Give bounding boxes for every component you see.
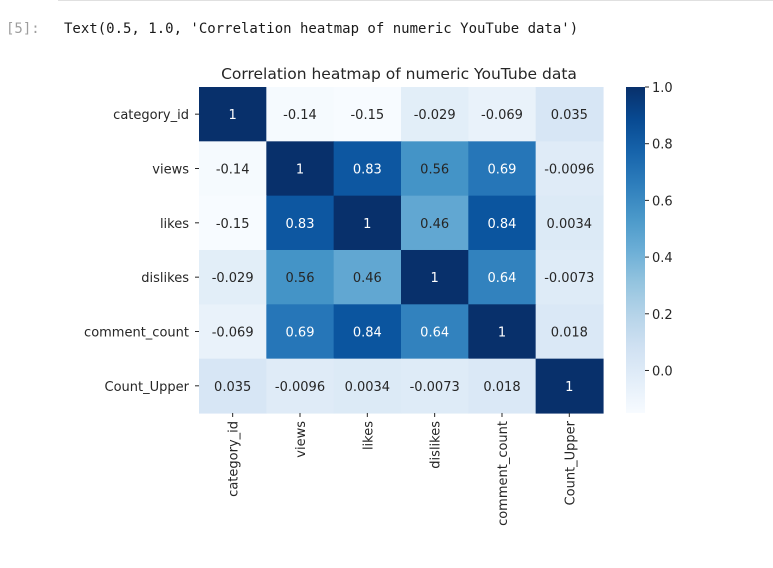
heatmap-cell bbox=[333, 358, 402, 414]
heatmap-cell bbox=[199, 87, 267, 142]
heatmap-cell bbox=[400, 249, 469, 305]
heatmap-cell bbox=[468, 249, 537, 305]
cell-annotation: 1 bbox=[565, 380, 573, 395]
cell-annotation: 0.035 bbox=[214, 380, 251, 395]
x-tick-label: category_id bbox=[227, 421, 242, 497]
heatmap-cell bbox=[400, 358, 469, 414]
heatmap-cell bbox=[266, 358, 335, 414]
heatmap-cell bbox=[400, 304, 469, 360]
colorbar-tick-label: 0.4 bbox=[652, 251, 673, 266]
cell-annotation: 1 bbox=[296, 162, 304, 177]
cell-prompt: [5]: bbox=[6, 21, 40, 37]
heatmap-cell bbox=[468, 195, 537, 251]
heatmap-cell bbox=[266, 87, 335, 142]
cell-annotation: 0.64 bbox=[420, 325, 449, 340]
heatmap-cell bbox=[468, 87, 537, 142]
heatmap-cell bbox=[266, 304, 335, 360]
heatmap-cell bbox=[199, 249, 267, 305]
colorbar-tick-label: 0.8 bbox=[652, 138, 673, 153]
x-tick-label: views bbox=[294, 421, 309, 458]
heatmap-cell bbox=[535, 358, 604, 414]
heatmap-cell bbox=[468, 304, 537, 360]
cell-annotation: -0.15 bbox=[216, 217, 250, 232]
cell-annotation: 0.64 bbox=[488, 271, 517, 286]
cell-annotation: -0.0073 bbox=[410, 380, 460, 395]
cell-annotation: -0.029 bbox=[212, 271, 254, 286]
colorbar-tick-label: 1.0 bbox=[652, 81, 673, 96]
heatmap-cell bbox=[266, 195, 335, 251]
cell-annotation: 0.56 bbox=[420, 162, 449, 177]
cell-annotation: -0.0096 bbox=[544, 162, 594, 177]
cell-annotation: 1 bbox=[229, 108, 237, 123]
cell-annotation: -0.0073 bbox=[544, 271, 594, 286]
heatmap-cell bbox=[535, 87, 604, 142]
cell-annotation: 1 bbox=[431, 271, 439, 286]
x-tick-label: Count_Upper bbox=[563, 420, 578, 505]
heatmap-cell bbox=[535, 249, 604, 305]
y-tick-label: category_id bbox=[113, 108, 189, 123]
cell-annotation: 0.46 bbox=[420, 217, 449, 232]
cell-annotation: 0.69 bbox=[286, 325, 315, 340]
colorbar-tick-label: 0.6 bbox=[652, 194, 673, 209]
colorbar-tick-label: 0.2 bbox=[652, 308, 673, 323]
heatmap-cell bbox=[333, 195, 402, 251]
cell-annotation: 0.69 bbox=[488, 162, 517, 177]
x-tick-label: dislikes bbox=[429, 421, 444, 469]
cell-annotation: 0.83 bbox=[353, 162, 382, 177]
heatmap-cell bbox=[535, 195, 604, 251]
y-tick-label: likes bbox=[160, 217, 189, 232]
cell-annotation: 0.035 bbox=[551, 108, 588, 123]
heatmap-cell bbox=[199, 358, 267, 414]
y-tick-label: views bbox=[152, 162, 189, 177]
x-tick-label: comment_count bbox=[496, 421, 511, 526]
cell-annotation: 0.0034 bbox=[547, 217, 593, 232]
heatmap-cell bbox=[333, 249, 402, 305]
heatmap-cell bbox=[400, 195, 469, 251]
heatmap-cell bbox=[468, 141, 537, 197]
heatmap-cell bbox=[199, 195, 267, 251]
cell-annotation: -0.14 bbox=[283, 108, 317, 123]
heatmap-cell bbox=[199, 304, 267, 360]
heatmap-cell bbox=[199, 141, 267, 197]
heatmap-cell bbox=[535, 304, 604, 360]
cell-annotation: 0.83 bbox=[286, 217, 315, 232]
heatmap-cell bbox=[400, 141, 469, 197]
colorbar: 0.0 0.2 0.4 0.6 0.8 1.0 bbox=[626, 81, 673, 413]
x-tick-label: likes bbox=[361, 421, 376, 450]
y-tick-label: Count_Upper bbox=[105, 380, 190, 395]
cell-annotation: -0.0096 bbox=[275, 380, 325, 395]
colorbar-gradient bbox=[626, 87, 645, 413]
cell-annotation: 0.56 bbox=[286, 271, 315, 286]
cell-annotation: -0.15 bbox=[350, 108, 384, 123]
cell-annotation: 0.84 bbox=[488, 217, 517, 232]
heatmap-cell bbox=[400, 87, 469, 142]
cell-annotation: 1 bbox=[498, 325, 506, 340]
cell-annotation: -0.069 bbox=[481, 108, 523, 123]
heatmap-cell bbox=[266, 249, 335, 305]
chart-title: Correlation heatmap of numeric YouTube d… bbox=[221, 65, 577, 83]
heatmap-cell bbox=[333, 304, 402, 360]
cell-output-text: Text(0.5, 1.0, 'Correlation heatmap of n… bbox=[64, 21, 579, 37]
cell-annotation: -0.069 bbox=[212, 325, 254, 340]
cell-annotation: -0.14 bbox=[216, 162, 250, 177]
heatmap-cell bbox=[468, 358, 537, 414]
heatmap-cell bbox=[333, 87, 402, 142]
cell-annotation: 0.46 bbox=[353, 271, 382, 286]
heatmap-cell bbox=[333, 141, 402, 197]
cell-annotation: 0.018 bbox=[483, 380, 520, 395]
cell-annotation: 0.018 bbox=[551, 325, 588, 340]
colorbar-tick-label: 0.0 bbox=[652, 364, 673, 379]
y-tick-label: dislikes bbox=[141, 271, 189, 286]
cell-annotation: 0.0034 bbox=[345, 380, 391, 395]
y-tick-label: comment_count bbox=[84, 325, 189, 340]
cell-annotation: -0.029 bbox=[414, 108, 456, 123]
cell-top-border bbox=[58, 0, 773, 1]
heatmap-cell bbox=[535, 141, 604, 197]
cell-annotation: 0.84 bbox=[353, 325, 382, 340]
heatmap-cell bbox=[266, 141, 335, 197]
cell-annotation: 1 bbox=[363, 217, 371, 232]
